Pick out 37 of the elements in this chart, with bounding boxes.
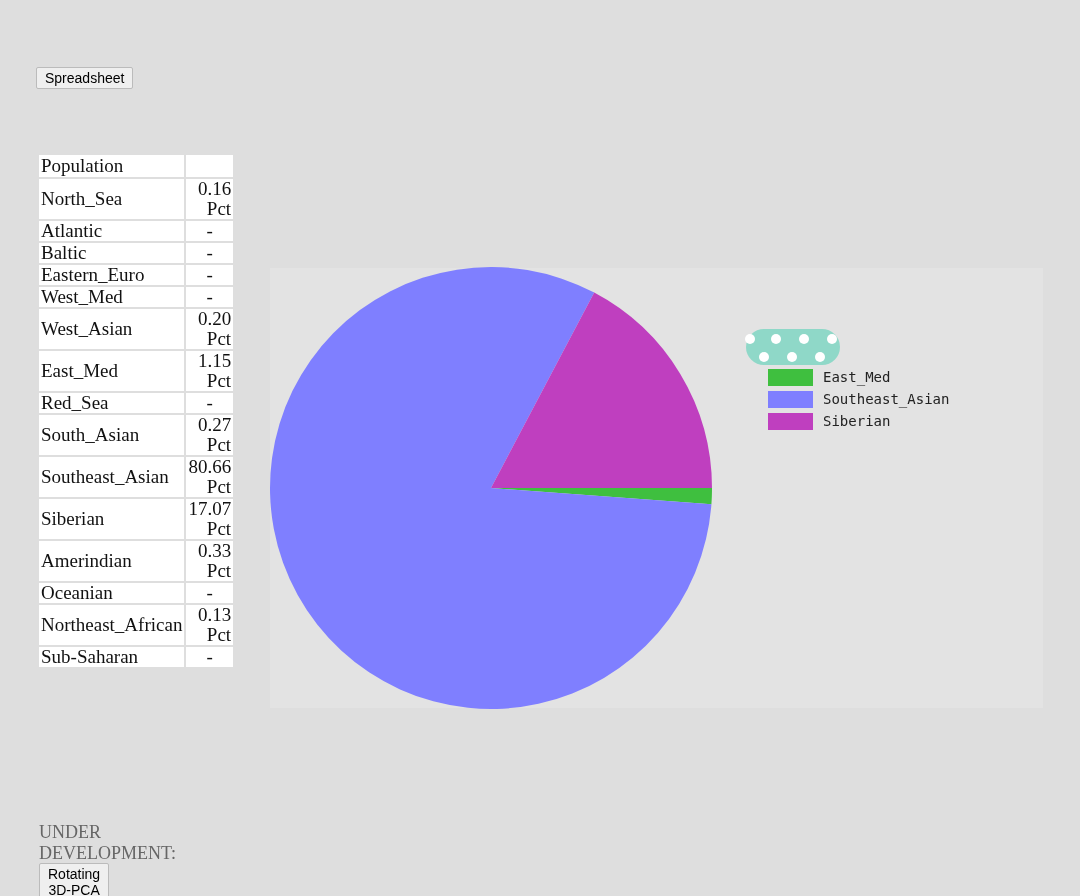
category-label: Baltic — [39, 242, 185, 263]
data-label: - — [186, 286, 234, 307]
text: Spreadsheet — [36, 67, 134, 89]
data-label: 80.66 Pct — [186, 456, 234, 497]
data-label: - — [186, 646, 234, 667]
legend-label: Southeast_Asian — [823, 391, 950, 407]
category-label: Red_Sea — [39, 392, 185, 413]
category-label: Oceanian — [39, 582, 185, 603]
data-label: 1.15 Pct — [186, 350, 234, 391]
text: UNDER DEVELOPMENT: — [39, 822, 178, 864]
legend-label: East_Med — [823, 369, 891, 385]
data-label: 0.33 Pct — [186, 540, 234, 581]
category-label: Northeast_African — [39, 605, 185, 645]
category-label: Sub-Saharan — [39, 646, 185, 667]
category-label: North_Sea — [39, 179, 185, 219]
data-label: 0.20 Pct — [186, 308, 234, 349]
category-label: South_Asian — [39, 415, 185, 455]
data-label: - — [186, 392, 234, 413]
data-label: - — [186, 220, 234, 241]
data-label: 0.13 Pct — [186, 604, 234, 645]
data-label: - — [186, 582, 234, 603]
category-label: East_Med — [39, 351, 185, 391]
text: Population — [39, 155, 185, 177]
data-label: 0.27 Pct — [186, 414, 234, 455]
category-label: Atlantic — [39, 220, 185, 241]
category-label: Southeast_Asian — [39, 457, 185, 497]
data-label: - — [186, 264, 234, 285]
data-label: - — [186, 242, 234, 263]
category-label: West_Med — [39, 286, 185, 307]
category-label: Eastern_Euro — [39, 264, 185, 285]
data-label: 0.16 Pct — [186, 178, 234, 219]
category-label: Siberian — [39, 499, 185, 539]
category-label: West_Asian — [39, 309, 185, 349]
legend-label: Siberian — [823, 413, 891, 429]
text: Rotating 3D-PCA — [39, 863, 110, 896]
data-label: 17.07 Pct — [186, 498, 234, 539]
category-label: Amerindian — [39, 541, 185, 581]
